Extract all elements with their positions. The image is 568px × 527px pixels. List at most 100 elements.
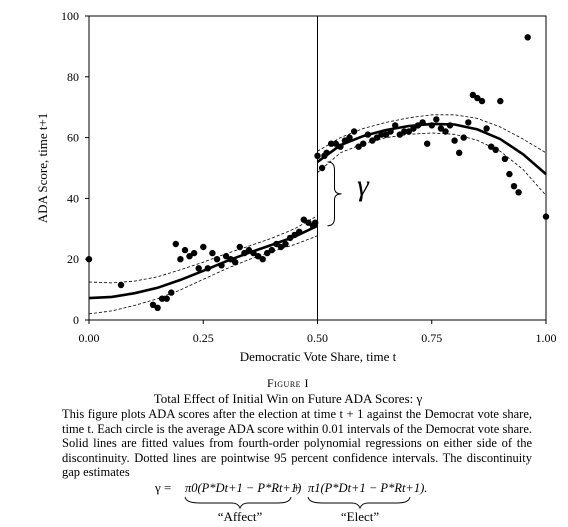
data-point bbox=[168, 289, 175, 296]
y-tick-label: 20 bbox=[67, 252, 79, 266]
data-point bbox=[437, 125, 445, 132]
y-tick-label: 0 bbox=[73, 313, 79, 327]
data-point bbox=[300, 216, 307, 223]
data-point bbox=[524, 34, 531, 41]
x-tick-label: 1.00 bbox=[536, 331, 557, 345]
data-point bbox=[222, 253, 230, 260]
data-point bbox=[305, 219, 312, 226]
data-point bbox=[149, 301, 157, 308]
x-axis-label: Democratic Vote Share, time t bbox=[240, 349, 397, 364]
data-point bbox=[163, 295, 170, 302]
data-point bbox=[117, 281, 125, 289]
data-point bbox=[241, 249, 248, 257]
data-point bbox=[204, 265, 211, 272]
data-point bbox=[291, 231, 298, 239]
data-point bbox=[282, 240, 289, 248]
data-point bbox=[312, 219, 319, 226]
data-point bbox=[378, 131, 385, 138]
data-point bbox=[218, 262, 225, 269]
y-axis-label: ADA Score, time t+1 bbox=[35, 113, 50, 224]
data-point bbox=[451, 137, 458, 144]
data-point bbox=[446, 122, 454, 129]
data-point bbox=[373, 134, 381, 141]
data-point bbox=[497, 97, 504, 105]
data-point bbox=[469, 91, 477, 99]
data-point bbox=[433, 116, 440, 123]
data-point bbox=[346, 134, 353, 141]
data-point bbox=[465, 119, 472, 126]
data-point bbox=[200, 243, 207, 251]
y-tick-label: 100 bbox=[61, 9, 79, 23]
data-point bbox=[424, 140, 431, 147]
data-point bbox=[460, 134, 467, 141]
data-point bbox=[387, 128, 394, 135]
data-point bbox=[318, 164, 326, 172]
data-point bbox=[488, 143, 495, 150]
x-tick-label: 0.75 bbox=[421, 331, 442, 345]
data-point bbox=[350, 128, 358, 135]
data-point bbox=[364, 131, 371, 138]
data-point bbox=[158, 295, 166, 302]
data-point bbox=[414, 122, 422, 129]
data-point bbox=[492, 146, 499, 153]
data-point bbox=[154, 304, 161, 311]
data-point bbox=[268, 246, 275, 254]
data-point bbox=[232, 259, 239, 266]
data-point bbox=[323, 149, 330, 156]
brace-affect bbox=[184, 496, 292, 510]
data-point bbox=[328, 140, 335, 147]
data-point bbox=[442, 128, 449, 135]
data-point bbox=[254, 253, 262, 260]
data-point bbox=[190, 249, 198, 257]
x-tick-label: 0.25 bbox=[193, 331, 214, 345]
data-point bbox=[213, 256, 221, 263]
data-point bbox=[428, 122, 435, 129]
label-affect: “Affect” bbox=[218, 509, 263, 524]
data-point bbox=[510, 183, 518, 190]
data-point bbox=[337, 143, 344, 150]
data-point bbox=[506, 170, 513, 178]
chart-svg: 0.00 0.25 0.50 0.75 1.00 0 20 40 60 80 100 Democra… bbox=[35, 9, 557, 364]
formula-lhs: γ = bbox=[154, 480, 171, 495]
data-point bbox=[419, 119, 426, 126]
y-tick-label: 60 bbox=[67, 131, 79, 145]
data-point bbox=[277, 243, 285, 251]
figure-caption-text: This figure plots ADA scores after the e… bbox=[62, 407, 532, 479]
data-point bbox=[396, 131, 403, 138]
formula-term-elect: π1(P*Dt+1 − P*Rt+1). bbox=[308, 481, 427, 495]
data-point bbox=[360, 140, 367, 147]
x-tick-label: 0.00 bbox=[79, 331, 100, 345]
data-point bbox=[392, 122, 399, 129]
data-point bbox=[456, 149, 463, 156]
x-tick-label: 0.50 bbox=[307, 331, 328, 345]
data-point bbox=[314, 152, 321, 159]
data-point bbox=[259, 256, 266, 263]
ci-upper-right-line bbox=[317, 114, 547, 154]
data-point bbox=[85, 256, 93, 263]
fit-left-line bbox=[88, 224, 319, 300]
data-point bbox=[474, 94, 481, 102]
data-point bbox=[483, 125, 490, 132]
gap-gamma-label: γ bbox=[357, 169, 370, 202]
formula-plus: + bbox=[293, 480, 300, 495]
data-point bbox=[478, 97, 486, 105]
data-point bbox=[410, 125, 417, 132]
data-point bbox=[542, 213, 550, 220]
brace-elect bbox=[307, 496, 411, 510]
data-point bbox=[515, 189, 522, 196]
data-point bbox=[209, 249, 216, 257]
data-point bbox=[355, 143, 362, 150]
data-point bbox=[264, 249, 271, 257]
data-point bbox=[286, 234, 294, 242]
data-point bbox=[332, 140, 339, 147]
y-tick-label: 80 bbox=[67, 70, 79, 84]
data-point bbox=[245, 246, 253, 254]
data-point bbox=[401, 128, 408, 135]
data-point bbox=[382, 131, 390, 138]
data-point bbox=[236, 243, 243, 251]
label-elect: “Elect” bbox=[341, 509, 379, 524]
data-point bbox=[296, 228, 303, 235]
figure-title: Total Effect of Initial Win on Future AD… bbox=[153, 391, 423, 406]
data-point bbox=[172, 240, 179, 248]
